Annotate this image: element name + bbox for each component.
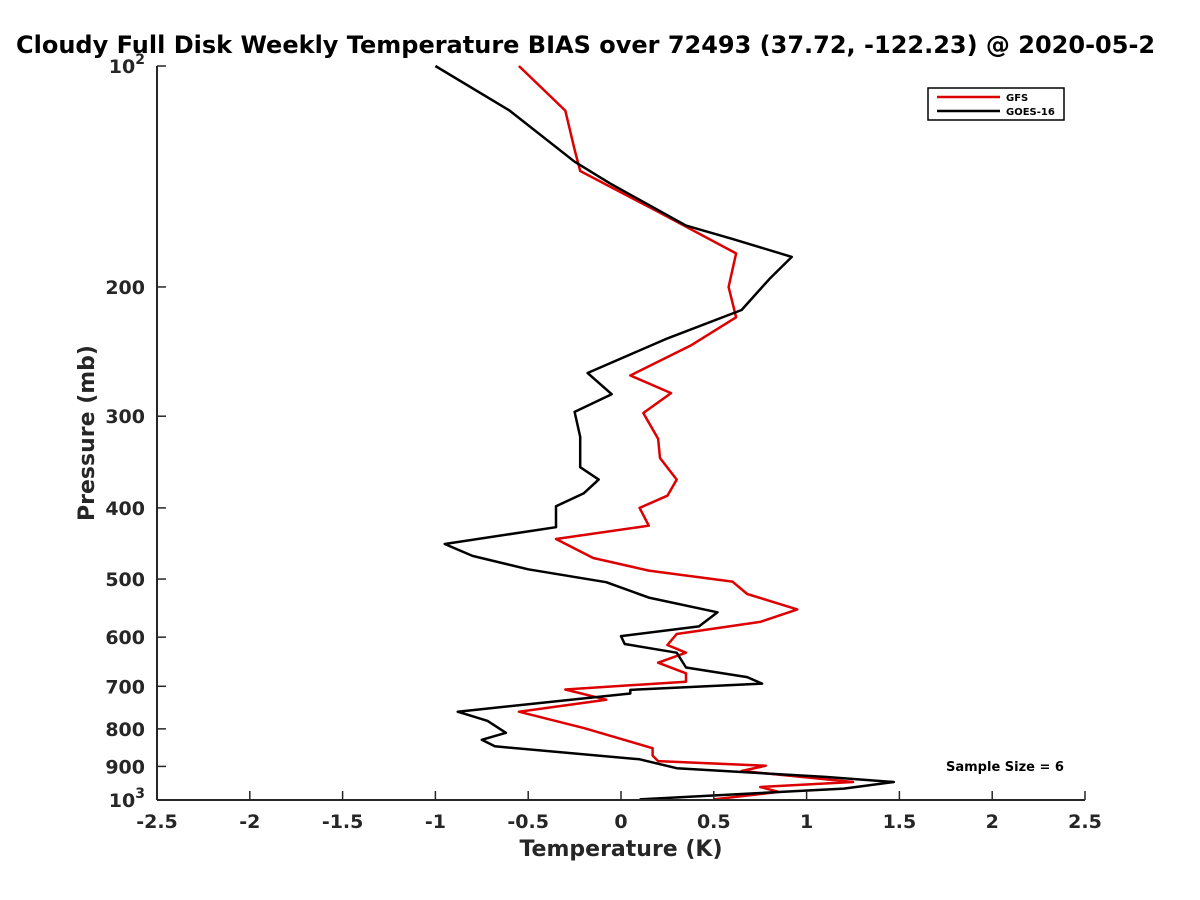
x-axis-label: Temperature (K) [519,837,722,862]
x-tick-label: 1 [800,811,813,833]
legend-box [927,87,1065,121]
y-tick-label: 300 [105,406,145,428]
y-axis-label: Pressure (mb) [75,345,100,521]
y-tick-label: 200 [105,277,145,299]
x-tick-label: 2.5 [1068,811,1102,833]
x-tick-label: -2.5 [136,811,178,833]
y-tick-label-exponent: 2 [135,52,145,68]
x-tick-label: -1.5 [322,811,364,833]
legend: GFS GOES-16 [927,87,1065,121]
y-tick-label: 500 [105,569,145,591]
x-tick-label: 0.5 [697,811,731,833]
y-tick-label-exponent: 3 [135,786,145,802]
y-tick-label: 400 [105,498,145,520]
y-tick-label-base: 10 [109,790,135,812]
chart-title: Cloudy Full Disk Weekly Temperature BIAS… [16,31,1155,59]
y-tick-label: 700 [105,676,145,698]
y-tick-label-base: 10 [109,56,135,78]
series-layer [434,64,896,801]
x-tick-label: -1 [425,811,446,833]
x-tick-label: 1.5 [883,811,917,833]
x-tick-label: 0 [614,811,627,833]
x-tick-label: -0.5 [507,811,549,833]
sample-size-annotation: Sample Size = 6 [946,760,1064,775]
y-tick-label: 900 [105,756,145,778]
series-line-gfs [517,65,855,801]
legend-label-gfs: GFS [1006,93,1028,104]
y-tick-label: 800 [105,719,145,741]
axes: -2.5 -2 -1.5 -1 -0.5 0 0.5 1 1.5 2 2.5 10220030040… [105,52,1102,833]
x-ticks: -2.5 -2 -1.5 -1 -0.5 0 0.5 1 1.5 2 2.5 [136,791,1102,833]
y-tick-label: 103 [109,786,145,812]
x-tick-label: -2 [239,811,260,833]
series-line-goes-16 [434,64,896,801]
x-tick-label: 2 [986,811,999,833]
y-tick-label: 102 [109,52,145,78]
y-tick-label: 600 [105,627,145,649]
legend-label-goes-16: GOES-16 [1006,107,1055,118]
